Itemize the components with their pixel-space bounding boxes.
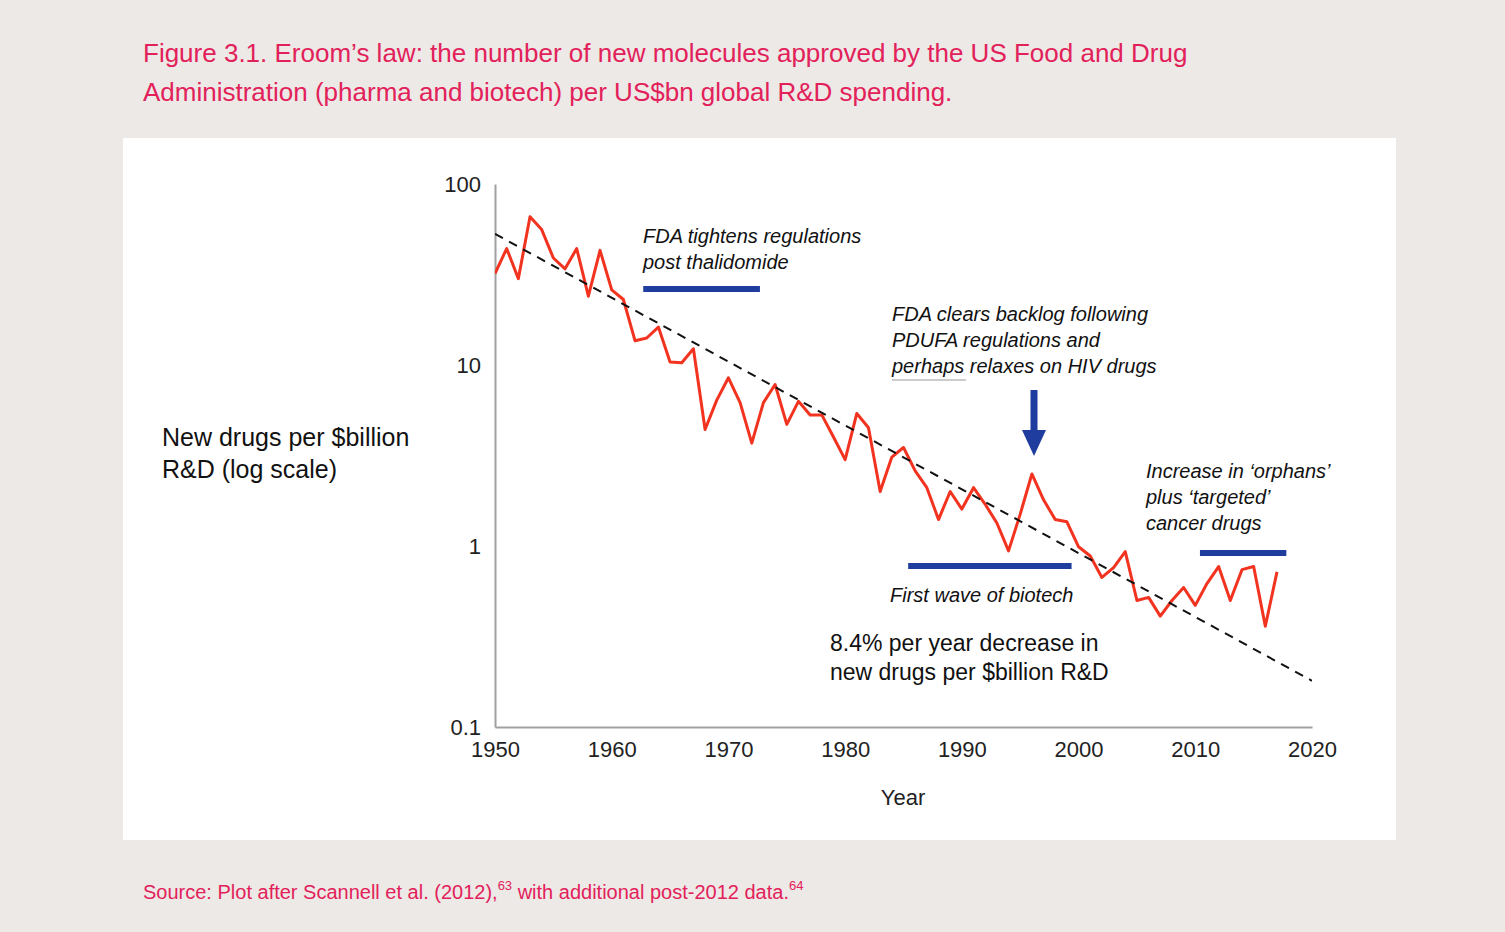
annotation: FDA tightens regulations post thalidomide (642, 225, 861, 273)
tick: 100 (444, 172, 495, 197)
annotations: FDA tightens regulations post thalidomide… (642, 225, 1331, 685)
tick-label: 2010 (1171, 737, 1220, 762)
x-axis-title: Year (881, 785, 925, 810)
annotation-arrow-stem (1031, 390, 1038, 432)
tick-label: 1 (469, 534, 481, 559)
annotation-underline (892, 379, 966, 381)
title-line: Administration (pharma and biotech) per … (143, 77, 952, 107)
tick: 1970 (704, 727, 753, 762)
title: Figure 3.1. Eroom’s law: the number of n… (143, 38, 1187, 107)
background (0, 0, 1505, 932)
source-text: Source: Plot after Scannell et al. (2012… (143, 881, 498, 903)
annotation: FDA clears backlog following PDUFA regula… (891, 303, 1157, 377)
tick-label: 1960 (588, 737, 637, 762)
axis-line (495, 185, 497, 728)
annotation-line: PDUFA regulations and (892, 329, 1101, 351)
tick: 1950 (471, 727, 520, 762)
tick: 2020 (1288, 727, 1337, 762)
panel (123, 138, 1396, 840)
tick-label: 2020 (1288, 737, 1337, 762)
annotation: First wave of biotech (890, 584, 1073, 606)
y-axis: 0.1110100 (444, 172, 495, 740)
tick: 1990 (938, 727, 987, 762)
annotation-bar (643, 286, 760, 292)
y-axis-title-line: New drugs per $billion (162, 423, 409, 451)
annotation-line: new drugs per $billion R&D (830, 659, 1109, 685)
annotation-bar (908, 563, 1071, 569)
tick-label: 1980 (821, 737, 870, 762)
source-superscript: 64 (789, 878, 803, 893)
tick: 1 (469, 534, 495, 559)
source-superscript: 63 (498, 878, 512, 893)
source: Source: Plot after Scannell et al. (2012… (143, 878, 803, 903)
annotation: 8.4% per year decrease in new drugs per $… (830, 630, 1109, 685)
annotation-line: cancer drugs (1146, 512, 1262, 534)
chart: Figure 3.1. Eroom’s law: the number of n… (0, 0, 1505, 932)
title-line: Figure 3.1. Eroom’s law: the number of n… (143, 38, 1187, 68)
source-text: with additional post-2012 data. (512, 881, 789, 903)
tick-label: 1990 (938, 737, 987, 762)
tick-label: 2000 (1055, 737, 1104, 762)
annotation-arrow-head (1022, 430, 1046, 456)
tick: 2010 (1171, 727, 1220, 762)
y-axis-title: New drugs per $billion R&D (log scale) (162, 423, 409, 483)
tick: 1980 (821, 727, 870, 762)
annotation-line: post thalidomide (642, 251, 789, 273)
tick: 2000 (1055, 727, 1104, 762)
annotation-line: perhaps relaxes on HIV drugs (891, 355, 1157, 377)
tick-label: 1970 (704, 737, 753, 762)
annotation-line: First wave of biotech (890, 584, 1073, 606)
tick-label: 10 (457, 353, 481, 378)
plot-area (495, 217, 1312, 681)
annotation-line: FDA tightens regulations (643, 225, 861, 247)
annotation-bar (1200, 550, 1286, 556)
annotation: Increase in ‘orphans’ plus ‘targeted’ canc… (1145, 460, 1331, 534)
series-line (495, 217, 1277, 627)
y-axis-title-line: R&D (log scale) (162, 455, 337, 483)
annotation-line: Increase in ‘orphans’ (1146, 460, 1331, 482)
x-axis: 1950 1960 1970 1980 1990 2000 2010 2020 (471, 727, 1337, 762)
tick-label: 1950 (471, 737, 520, 762)
tick: 1960 (588, 727, 637, 762)
annotation-line: 8.4% per year decrease in (830, 630, 1099, 656)
annotation-line: FDA clears backlog following (892, 303, 1148, 325)
tick: 10 (457, 353, 495, 378)
series-line (495, 234, 1312, 681)
axis-line (496, 727, 1313, 729)
annotation-line: plus ‘targeted’ (1145, 486, 1271, 508)
tick-label: 100 (444, 172, 481, 197)
